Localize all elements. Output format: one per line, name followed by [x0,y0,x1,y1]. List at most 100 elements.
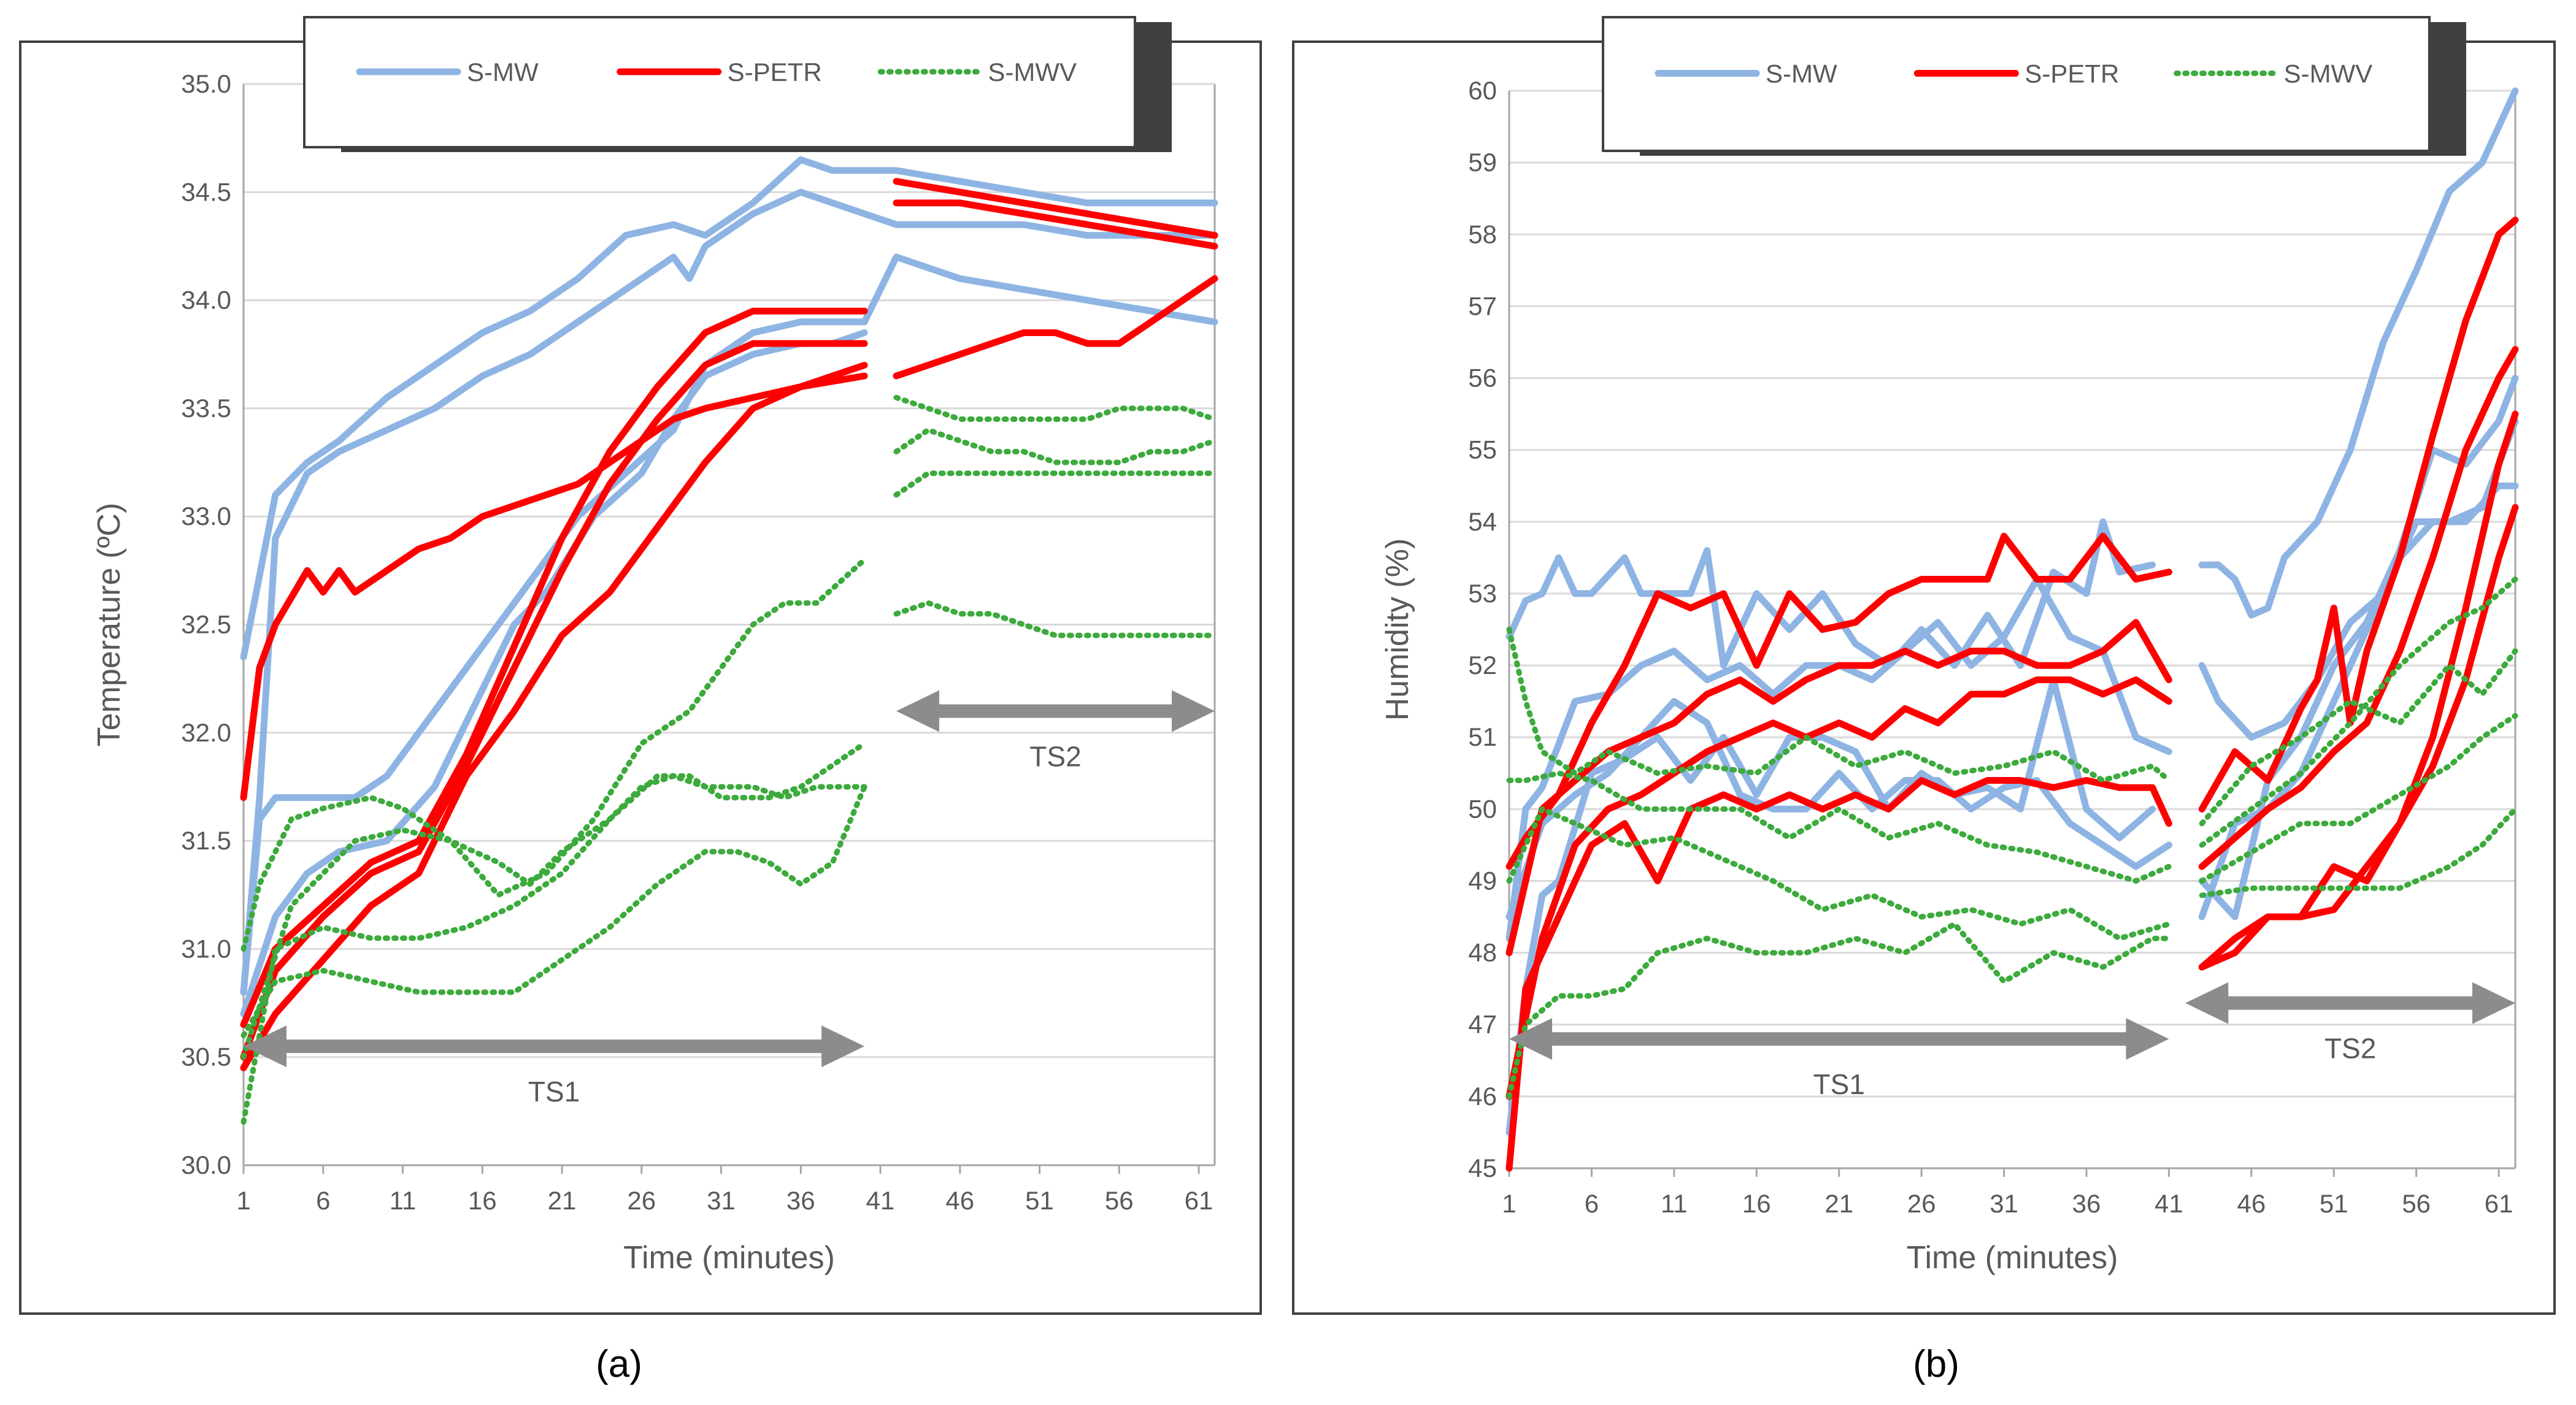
y-tick-label: 31.0 [181,934,231,963]
series-line-s-mwv [893,427,1218,465]
y-tick-label: 32.0 [181,718,231,747]
legend: S-MW S-PETR S-MWV [1602,16,2466,156]
legend-label-s-petr: S-PETR [728,58,822,86]
y-tick-label: 46 [1468,1082,1497,1111]
x-axis-title: Time (minutes) [623,1240,835,1276]
arrow-shaft [2227,996,2474,1010]
series-line-s-mwv [2199,648,2518,827]
y-tick-label: 48 [1468,938,1497,967]
series-line-s-mwv [2199,576,2518,848]
arrow-head-right [2126,1018,2169,1060]
series-line-s-mw [1505,518,2156,669]
x-tick-label: 1 [236,1186,250,1215]
arrow-head-left [244,1025,286,1068]
x-tick-label: 6 [1585,1189,1599,1218]
series-line-s-mwv [1506,770,2172,884]
annotation-ts2: TS2 [2185,982,2515,1065]
series-line-s-petr [240,340,868,1061]
panel-label: (b) [1913,1343,1959,1385]
y-tick-label: 55 [1468,435,1497,464]
y-tick-label: 56 [1468,364,1497,392]
series-line-s-mwv [893,600,1218,638]
x-tick-label: 51 [2320,1189,2348,1218]
arrow-head-left [1509,1018,1552,1060]
y-tick-label: 33.5 [181,394,231,423]
x-tick-label: 51 [1025,1186,1054,1215]
series-line-s-petr [893,275,1218,380]
series-line-s-mw [2198,87,2519,619]
legend-box [1602,16,2431,152]
legend-label-s-mwv: S-MWV [2284,59,2373,88]
y-tick-label: 49 [1468,866,1497,895]
annotation-ts2: TS2 [896,690,1215,773]
x-tick-label: 11 [1661,1189,1688,1218]
arrow-head-right [1172,690,1215,732]
arrow-shaft [1551,1032,2128,1046]
legend-label-s-mw: S-MW [467,58,539,86]
series-line-s-petr [240,372,868,1071]
legend-box [303,16,1136,148]
series-line-s-mw [240,188,1218,996]
x-tick-label: 16 [1742,1189,1771,1218]
x-tick-label: 56 [2402,1189,2431,1218]
x-tick-label: 21 [548,1186,577,1215]
x-tick-label: 61 [2485,1189,2513,1218]
y-tick-label: 35.0 [181,69,231,98]
y-tick-label: 58 [1468,220,1497,248]
y-axis-title: Humidity (%) [1380,538,1415,721]
series-line-s-petr [2198,503,2519,971]
x-tick-label: 6 [316,1186,330,1215]
series-line-s-mw [2198,482,2519,921]
series-line-s-petr [240,361,868,802]
series-line-s-mw [1505,576,2172,942]
annotation-label: TS1 [1813,1068,1865,1100]
x-tick-label: 36 [2072,1189,2101,1218]
y-tick-label: 30.5 [181,1043,231,1071]
legend-label-s-mw: S-MW [1766,59,1837,88]
series-group [1505,87,2519,1172]
y-tick-label: 59 [1468,148,1497,177]
y-tick-label: 53 [1468,579,1497,608]
y-tick-label: 52 [1468,651,1497,680]
x-tick-label: 31 [707,1186,736,1215]
series-line-s-mw [240,253,1218,996]
series-line-s-mwv [2199,713,2518,884]
x-tick-label: 21 [1824,1189,1853,1218]
y-tick-label: 57 [1468,291,1497,320]
series-line-s-petr [1505,676,2172,1100]
y-tick-label: 34.5 [181,177,231,206]
y-tick-label: 34.0 [181,286,231,315]
arrow-head-right [2472,982,2515,1024]
y-tick-label: 33.0 [181,502,231,530]
y-tick-label: 50 [1468,794,1497,823]
arrow-shaft [937,704,1173,718]
series-line-s-mw [1505,698,2172,921]
annotation-label: TS2 [1029,741,1081,773]
arrow-head-left [2185,982,2229,1024]
series-line-s-mwv [240,557,867,1060]
legend-label-s-mwv: S-MWV [988,58,1077,86]
chart-panel-temperature: 30.0 30.5 31.0 31.5 32.0 32.5 33.0 33.5 34.0 34.5… [19,16,1262,1385]
x-tick-label: 56 [1105,1186,1134,1215]
x-tick-label: 61 [1185,1186,1213,1215]
series-line-s-mwv [1506,921,2172,1100]
series-line-s-mwv [2199,806,2518,898]
series-line-s-mwv [240,773,867,952]
series-line-s-mwv [1506,806,2172,941]
series-line-s-petr [2198,346,2519,870]
panel-frame [19,40,1262,1315]
legend: S-MW S-PETR S-MWV [303,16,1172,152]
panel-label: (a) [596,1343,642,1385]
x-tick-label: 31 [1990,1189,2018,1218]
series-line-s-petr [1505,532,2172,870]
series-line-s-mw [240,329,868,1017]
x-tick-label: 26 [1907,1189,1936,1218]
arrow-head-right [821,1025,865,1068]
series-line-s-petr [1505,777,2172,1172]
legend-label-s-petr: S-PETR [2024,59,2119,88]
y-axis-title: Temperature (ºC) [91,503,127,747]
x-tick-label: 46 [945,1186,974,1215]
series-line-s-mwv [240,784,867,1038]
